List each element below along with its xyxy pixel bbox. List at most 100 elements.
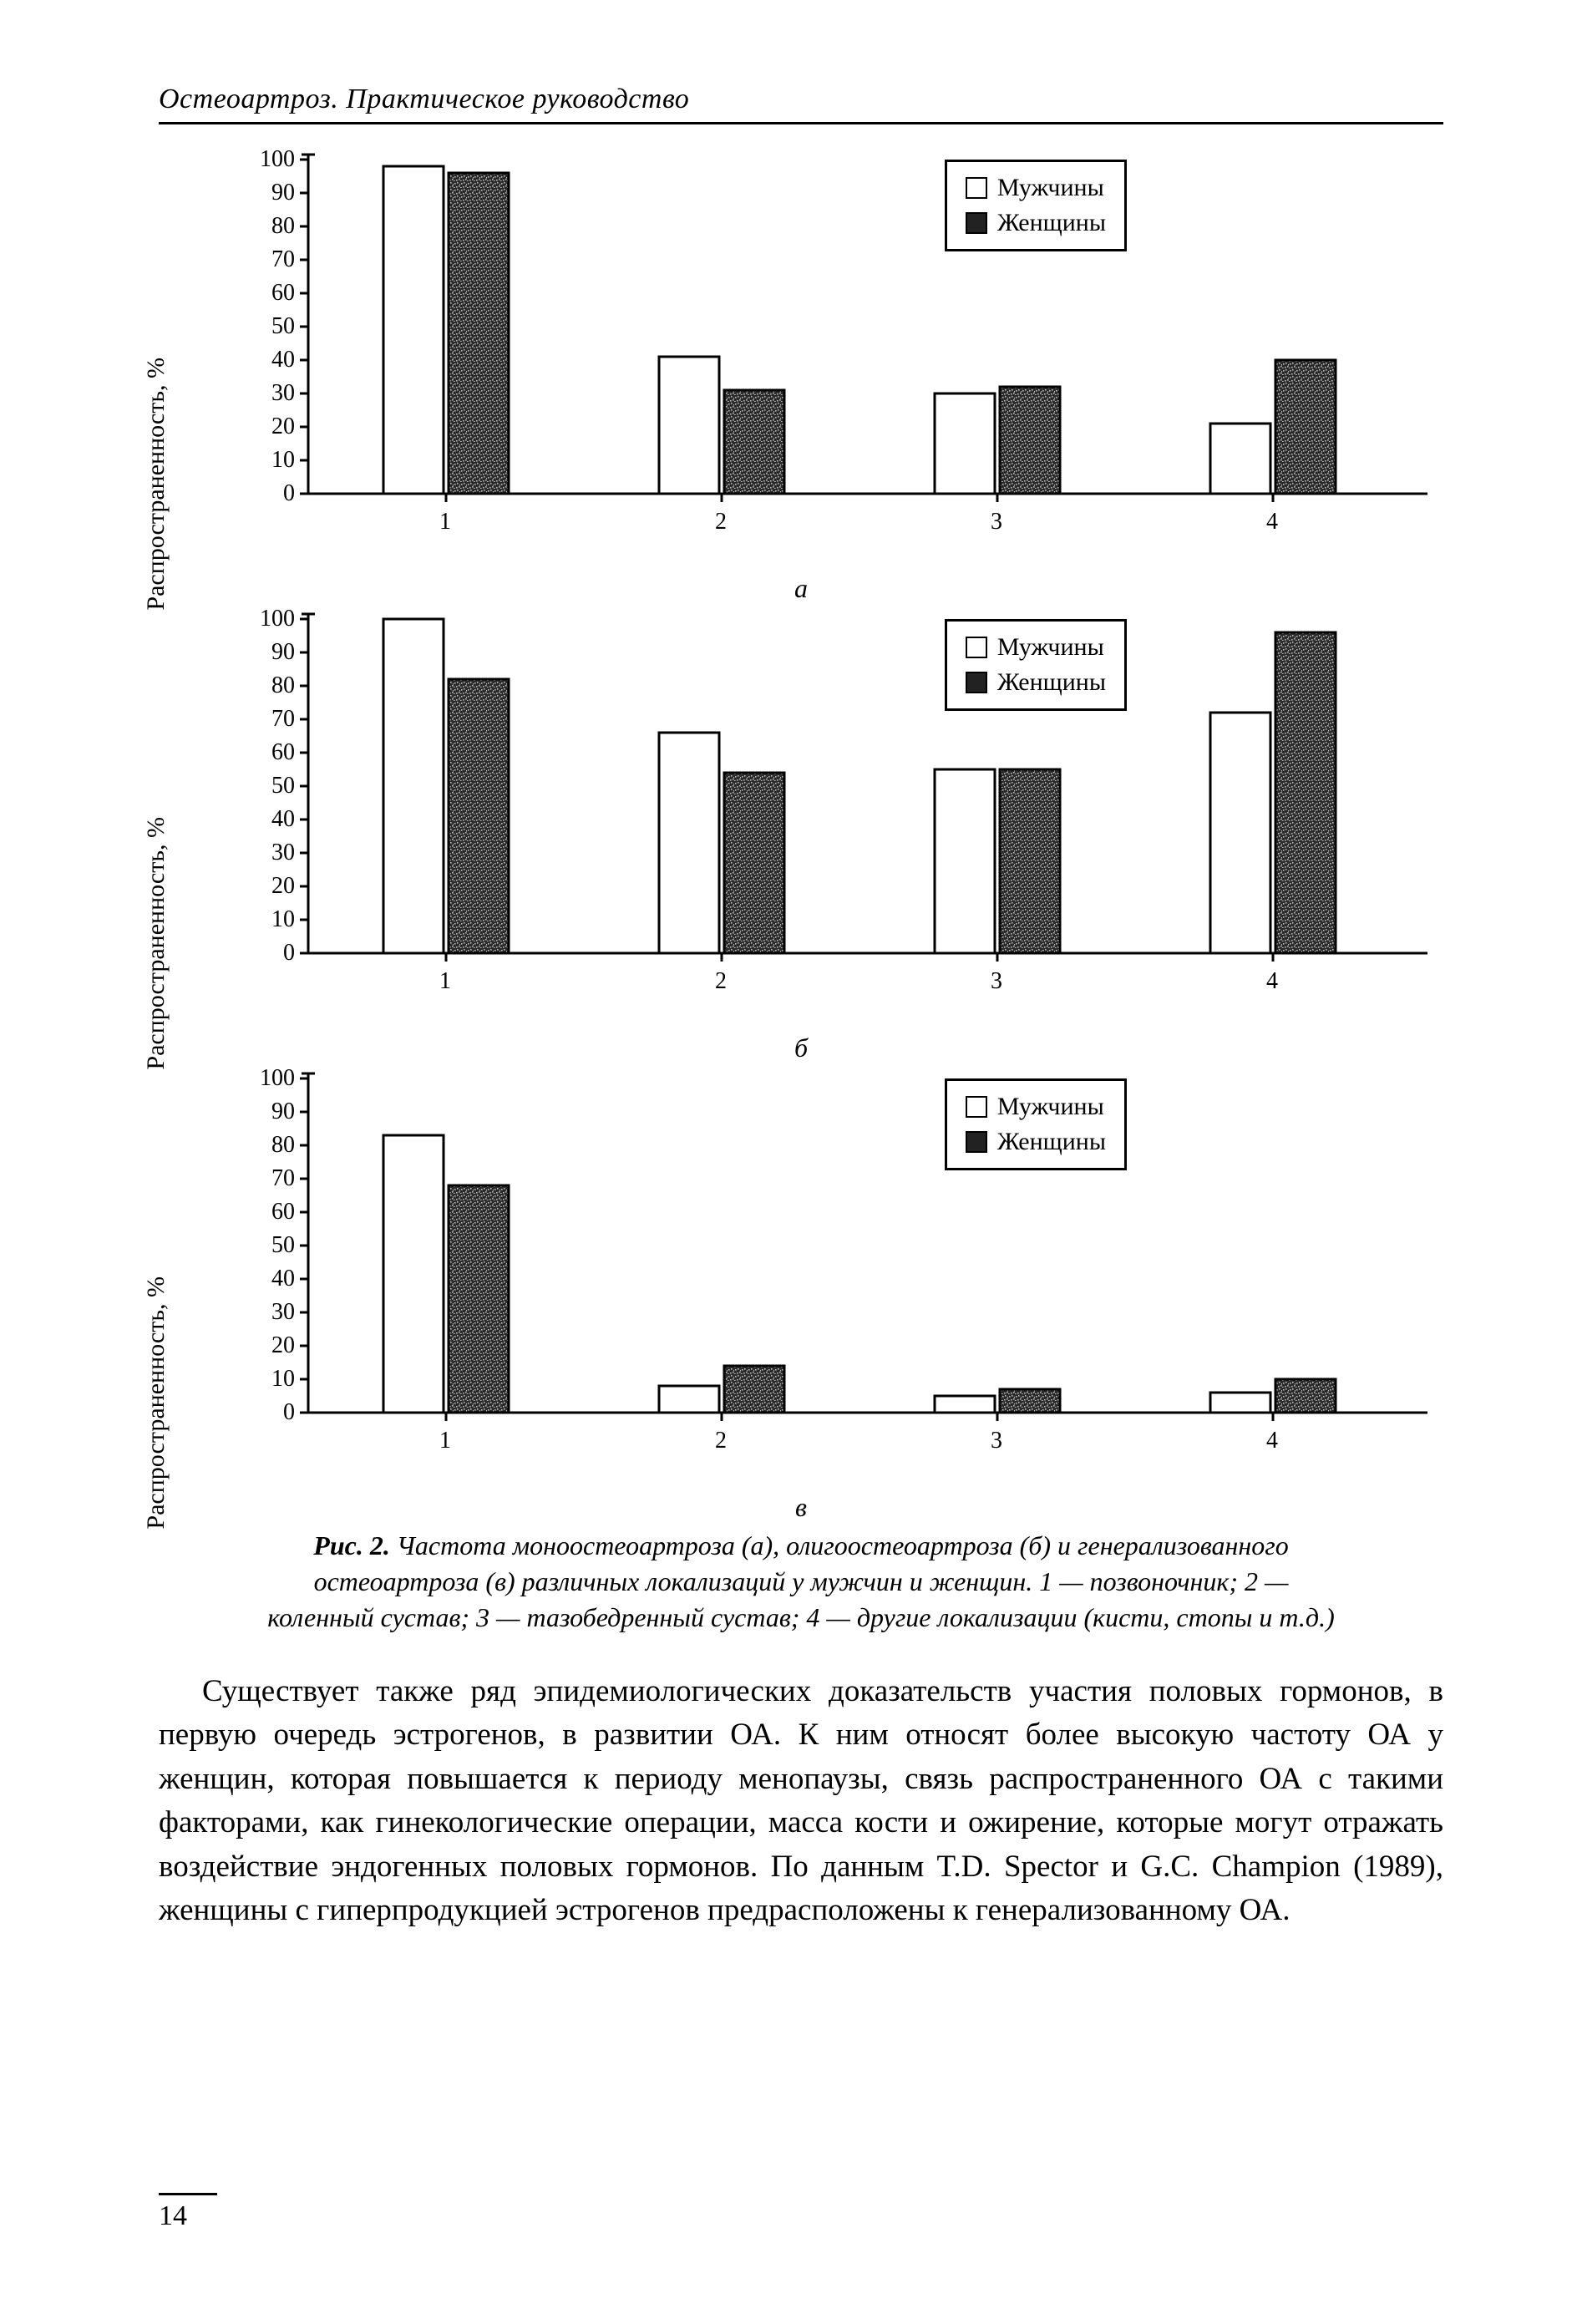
y-tick-label: 40	[271, 347, 295, 373]
bar-women	[449, 1185, 509, 1413]
y-tick-label: 60	[271, 280, 295, 307]
y-tick-label: 30	[271, 840, 295, 866]
legend-row-women: Женщины	[966, 665, 1106, 700]
legend-swatch-women	[966, 212, 987, 234]
y-tick-label: 90	[271, 180, 295, 206]
legend-row-women: Женщины	[966, 206, 1106, 241]
chart-c-legend: Мужчины Женщины	[945, 1078, 1127, 1170]
bar-women	[449, 173, 509, 494]
chart-c-svg	[166, 1067, 1436, 1486]
body-paragraph: Существует также ряд эпидемиологических …	[159, 1670, 1443, 1933]
x-category-label: 4	[1266, 509, 1278, 535]
caption-line3: коленный сустав; 3 — тазобедренный суста…	[267, 1602, 1334, 1632]
y-tick-label: 20	[271, 873, 295, 900]
x-category-label: 3	[991, 968, 1002, 995]
bar-women	[449, 679, 509, 953]
legend-label-men: Мужчины	[997, 1089, 1104, 1124]
bar-women	[1000, 387, 1060, 494]
y-tick-label: 0	[283, 480, 295, 507]
y-tick-label: 100	[260, 1065, 295, 1092]
bar-men	[659, 357, 719, 494]
legend-row-men: Мужчины	[966, 170, 1106, 206]
x-category-label: 1	[439, 1428, 451, 1454]
chart-b: Распространенность, % Мужчины Женщины б …	[166, 607, 1436, 1027]
bar-women	[724, 773, 784, 953]
y-tick-label: 10	[271, 447, 295, 474]
x-category-label: 2	[715, 509, 727, 535]
y-tick-label: 0	[283, 1399, 295, 1426]
y-tick-label: 40	[271, 1266, 295, 1292]
x-category-label: 2	[715, 968, 727, 995]
y-tick-label: 50	[271, 313, 295, 340]
y-tick-label: 80	[271, 672, 295, 699]
x-category-label: 4	[1266, 968, 1278, 995]
bar-women	[1275, 1379, 1336, 1413]
bar-men	[383, 619, 444, 953]
caption-line2: остеоартроза (в) различных локализаций у…	[314, 1566, 1289, 1596]
bar-men	[659, 733, 719, 953]
y-tick-label: 40	[271, 806, 295, 833]
bar-men	[935, 769, 995, 953]
y-tick-label: 100	[260, 606, 295, 632]
bar-women	[1000, 1389, 1060, 1413]
page-number-rule	[159, 2193, 217, 2195]
chart-b-legend: Мужчины Женщины	[945, 619, 1127, 711]
chart-a-sublabel: а	[794, 573, 808, 604]
y-tick-label: 100	[260, 146, 295, 173]
bar-men	[1210, 1393, 1270, 1413]
chart-b-sublabel: б	[794, 1033, 808, 1063]
running-header: Остеоартроз. Практическое руководство	[159, 84, 1443, 115]
y-tick-label: 0	[283, 940, 295, 967]
x-category-label: 1	[439, 509, 451, 535]
legend-swatch-men	[966, 177, 987, 199]
bar-men	[659, 1386, 719, 1413]
y-tick-label: 20	[271, 414, 295, 440]
y-tick-label: 10	[271, 906, 295, 933]
figure-caption: Рис. 2. Частота моноостеоартроза (а), ол…	[175, 1528, 1427, 1636]
bar-women	[1275, 632, 1336, 953]
x-category-label: 3	[991, 509, 1002, 535]
bar-women	[724, 390, 784, 494]
bar-women	[1000, 769, 1060, 953]
y-tick-label: 60	[271, 1199, 295, 1225]
legend-swatch-women	[966, 672, 987, 693]
legend-swatch-men	[966, 1096, 987, 1118]
y-tick-label: 90	[271, 1099, 295, 1125]
caption-lead: Рис. 2.	[313, 1530, 390, 1560]
caption-line1: Частота моноостеоартроза (а), олигоостео…	[397, 1530, 1289, 1560]
legend-row-men: Мужчины	[966, 630, 1106, 665]
y-tick-label: 30	[271, 380, 295, 407]
y-tick-label: 70	[271, 706, 295, 733]
chart-b-svg	[166, 607, 1436, 1027]
legend-label-women: Женщины	[997, 665, 1106, 700]
bar-men	[935, 393, 995, 494]
bar-men	[383, 166, 444, 494]
bar-men	[1210, 713, 1270, 953]
legend-row-women: Женщины	[966, 1124, 1106, 1159]
y-tick-label: 50	[271, 1232, 295, 1259]
header-rule	[159, 122, 1443, 124]
legend-swatch-women	[966, 1131, 987, 1153]
chart-c: Распространенность, % Мужчины Женщины в …	[166, 1067, 1436, 1486]
page-number-value: 14	[159, 2200, 187, 2231]
bar-men	[1210, 424, 1270, 494]
y-tick-label: 60	[271, 739, 295, 766]
page-number: 14	[159, 2193, 217, 2232]
legend-label-women: Женщины	[997, 1124, 1106, 1159]
bar-women	[1275, 360, 1336, 494]
bar-men	[935, 1396, 995, 1413]
legend-label-women: Женщины	[997, 206, 1106, 241]
chart-a-svg	[166, 148, 1436, 567]
bar-men	[383, 1135, 444, 1413]
chart-a-legend: Мужчины Женщины	[945, 160, 1127, 251]
y-tick-label: 90	[271, 639, 295, 666]
legend-row-men: Мужчины	[966, 1089, 1106, 1124]
y-tick-label: 70	[271, 1165, 295, 1192]
chart-a: Распространенность, % Мужчины Женщины а …	[166, 148, 1436, 567]
x-category-label: 4	[1266, 1428, 1278, 1454]
x-category-label: 2	[715, 1428, 727, 1454]
y-tick-label: 10	[271, 1366, 295, 1393]
legend-swatch-men	[966, 637, 987, 658]
legend-label-men: Мужчины	[997, 170, 1104, 206]
charts-container: Распространенность, % Мужчины Женщины а …	[159, 148, 1443, 1486]
